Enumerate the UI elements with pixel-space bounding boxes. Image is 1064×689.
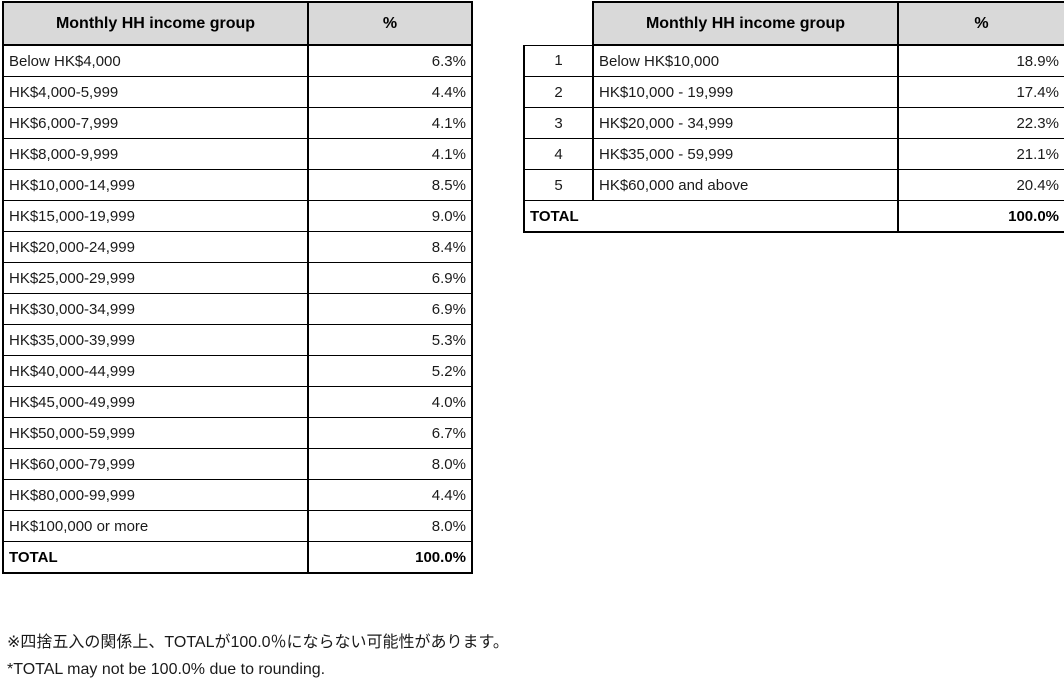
percent-cell: 6.9% — [307, 293, 473, 325]
table-row: HK$80,000-99,999 4.4% — [2, 479, 473, 511]
table-row: 2 HK$10,000 - 19,999 17.4% — [523, 76, 1064, 108]
row-number-cell: 4 — [523, 138, 594, 170]
table-row: HK$50,000-59,999 6.7% — [2, 417, 473, 449]
income-group-cell: HK$60,000 and above — [592, 169, 899, 201]
table-row: HK$10,000-14,999 8.5% — [2, 169, 473, 201]
table-row: HK$20,000-24,999 8.4% — [2, 231, 473, 263]
column-header-percent: % — [897, 1, 1064, 46]
table-header-row: Monthly HH income group % — [524, 1, 1064, 46]
column-header-income-group: Monthly HH income group — [2, 1, 309, 46]
table-row: 5 HK$60,000 and above 20.4% — [523, 169, 1064, 201]
table-row: HK$45,000-49,999 4.0% — [2, 386, 473, 418]
income-group-cell: HK$35,000 - 59,999 — [592, 138, 899, 170]
income-group-cell: HK$4,000-5,999 — [2, 76, 309, 108]
table-row: HK$60,000-79,999 8.0% — [2, 448, 473, 480]
percent-cell: 4.0% — [307, 386, 473, 418]
column-header-income-group: Monthly HH income group — [592, 1, 899, 46]
table-row: HK$40,000-44,999 5.2% — [2, 355, 473, 387]
column-header-percent: % — [307, 1, 473, 46]
percent-cell: 22.3% — [897, 107, 1064, 139]
percent-cell: 4.4% — [307, 479, 473, 511]
table-row: 3 HK$20,000 - 34,999 22.3% — [523, 107, 1064, 139]
income-group-cell: HK$20,000-24,999 — [2, 231, 309, 263]
table-row: 4 HK$35,000 - 59,999 21.1% — [523, 138, 1064, 170]
row-number-cell: 3 — [523, 107, 594, 139]
income-group-cell: HK$60,000-79,999 — [2, 448, 309, 480]
percent-cell: 6.3% — [307, 44, 473, 77]
total-row: TOTAL 100.0% — [523, 200, 1064, 233]
percent-cell: 17.4% — [897, 76, 1064, 108]
total-label-cell: TOTAL — [523, 200, 899, 233]
income-table-grouped: Monthly HH income group % 1 Below HK$10,… — [523, 1, 1064, 233]
income-group-cell: HK$15,000-19,999 — [2, 200, 309, 232]
empty-corner-cell — [524, 2, 593, 45]
income-group-cell: HK$6,000-7,999 — [2, 107, 309, 139]
table-row: HK$35,000-39,999 5.3% — [2, 324, 473, 356]
table-row: 1 Below HK$10,000 18.9% — [523, 44, 1064, 77]
percent-cell: 21.1% — [897, 138, 1064, 170]
income-group-cell: HK$50,000-59,999 — [2, 417, 309, 449]
percent-cell: 4.1% — [307, 107, 473, 139]
percent-cell: 6.7% — [307, 417, 473, 449]
total-percent-cell: 100.0% — [307, 541, 473, 574]
income-group-cell: HK$45,000-49,999 — [2, 386, 309, 418]
percent-cell: 8.4% — [307, 231, 473, 263]
income-group-cell: HK$10,000-14,999 — [2, 169, 309, 201]
row-number-cell: 2 — [523, 76, 594, 108]
table-row: HK$15,000-19,999 9.0% — [2, 200, 473, 232]
footnote-japanese: ※四捨五入の関係上、TOTALが100.0％にならない可能性があります。 — [7, 634, 509, 651]
row-number-cell: 1 — [523, 44, 594, 77]
income-group-cell: HK$40,000-44,999 — [2, 355, 309, 387]
percent-cell: 20.4% — [897, 169, 1064, 201]
percent-cell: 8.5% — [307, 169, 473, 201]
income-table-detailed: Monthly HH income group % Below HK$4,000… — [2, 1, 473, 574]
income-group-cell: HK$20,000 - 34,999 — [592, 107, 899, 139]
percent-cell: 8.0% — [307, 510, 473, 542]
income-group-cell: HK$35,000-39,999 — [2, 324, 309, 356]
income-group-cell: HK$10,000 - 19,999 — [592, 76, 899, 108]
income-group-cell: HK$30,000-34,999 — [2, 293, 309, 325]
percent-cell: 18.9% — [897, 44, 1064, 77]
row-number-cell: 5 — [523, 169, 594, 201]
table-header-row: Monthly HH income group % — [2, 1, 473, 46]
income-group-cell: HK$100,000 or more — [2, 510, 309, 542]
income-group-cell: HK$25,000-29,999 — [2, 262, 309, 294]
table-row: HK$8,000-9,999 4.1% — [2, 138, 473, 170]
total-label-cell: TOTAL — [2, 541, 309, 574]
income-group-cell: HK$8,000-9,999 — [2, 138, 309, 170]
table-row: HK$25,000-29,999 6.9% — [2, 262, 473, 294]
total-row: TOTAL 100.0% — [2, 541, 473, 574]
table-row: HK$30,000-34,999 6.9% — [2, 293, 473, 325]
percent-cell: 5.3% — [307, 324, 473, 356]
table-row: HK$4,000-5,999 4.4% — [2, 76, 473, 108]
percent-cell: 4.1% — [307, 138, 473, 170]
table-row: Below HK$4,000 6.3% — [2, 44, 473, 77]
income-group-cell: Below HK$10,000 — [592, 44, 899, 77]
percent-cell: 5.2% — [307, 355, 473, 387]
percent-cell: 9.0% — [307, 200, 473, 232]
total-percent-cell: 100.0% — [897, 200, 1064, 233]
table-row: HK$100,000 or more 8.0% — [2, 510, 473, 542]
percent-cell: 8.0% — [307, 448, 473, 480]
percent-cell: 4.4% — [307, 76, 473, 108]
footnote-english: *TOTAL may not be 100.0% due to rounding… — [7, 661, 326, 678]
income-group-cell: HK$80,000-99,999 — [2, 479, 309, 511]
table-row: HK$6,000-7,999 4.1% — [2, 107, 473, 139]
income-group-cell: Below HK$4,000 — [2, 44, 309, 77]
percent-cell: 6.9% — [307, 262, 473, 294]
